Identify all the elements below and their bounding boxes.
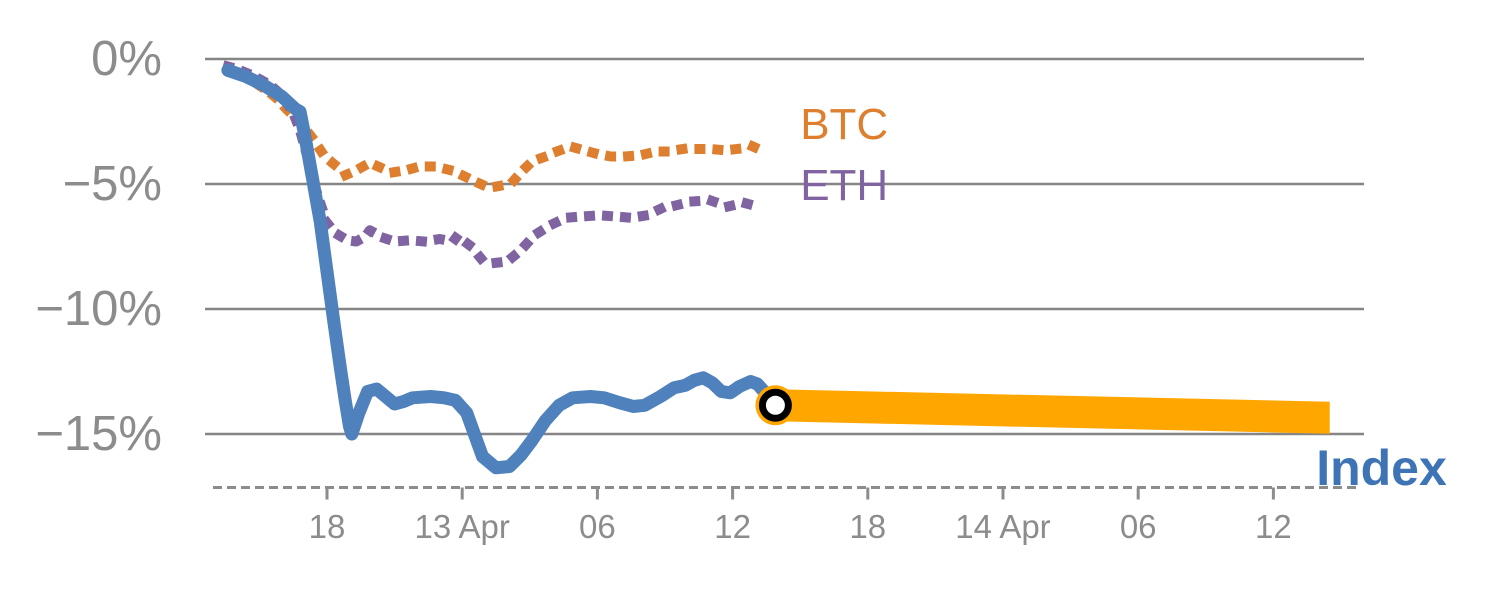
y-axis-tick-label: −15% (35, 407, 162, 461)
index-projection-band (775, 389, 1330, 434)
endpoint-marker-ring (758, 388, 792, 422)
x-axis-tick-label: 12 (714, 508, 751, 545)
x-axis-tick-label: 12 (1255, 508, 1292, 545)
x-axis-tick-label: 13 Apr (414, 508, 509, 545)
y-axis-tick-label: 0% (91, 32, 162, 86)
x-axis-tick-label: 06 (579, 508, 616, 545)
x-axis-tick-label: 14 Apr (955, 508, 1050, 545)
series-line-index (221, 63, 782, 475)
y-axis-tick-label: −10% (35, 282, 162, 336)
x-axis-tick-label: 06 (1120, 508, 1157, 545)
x-axis-tick-label: 18 (849, 508, 886, 545)
x-axis-tick-label: 18 (309, 508, 346, 545)
y-axis-tick-label: −5% (63, 157, 162, 211)
